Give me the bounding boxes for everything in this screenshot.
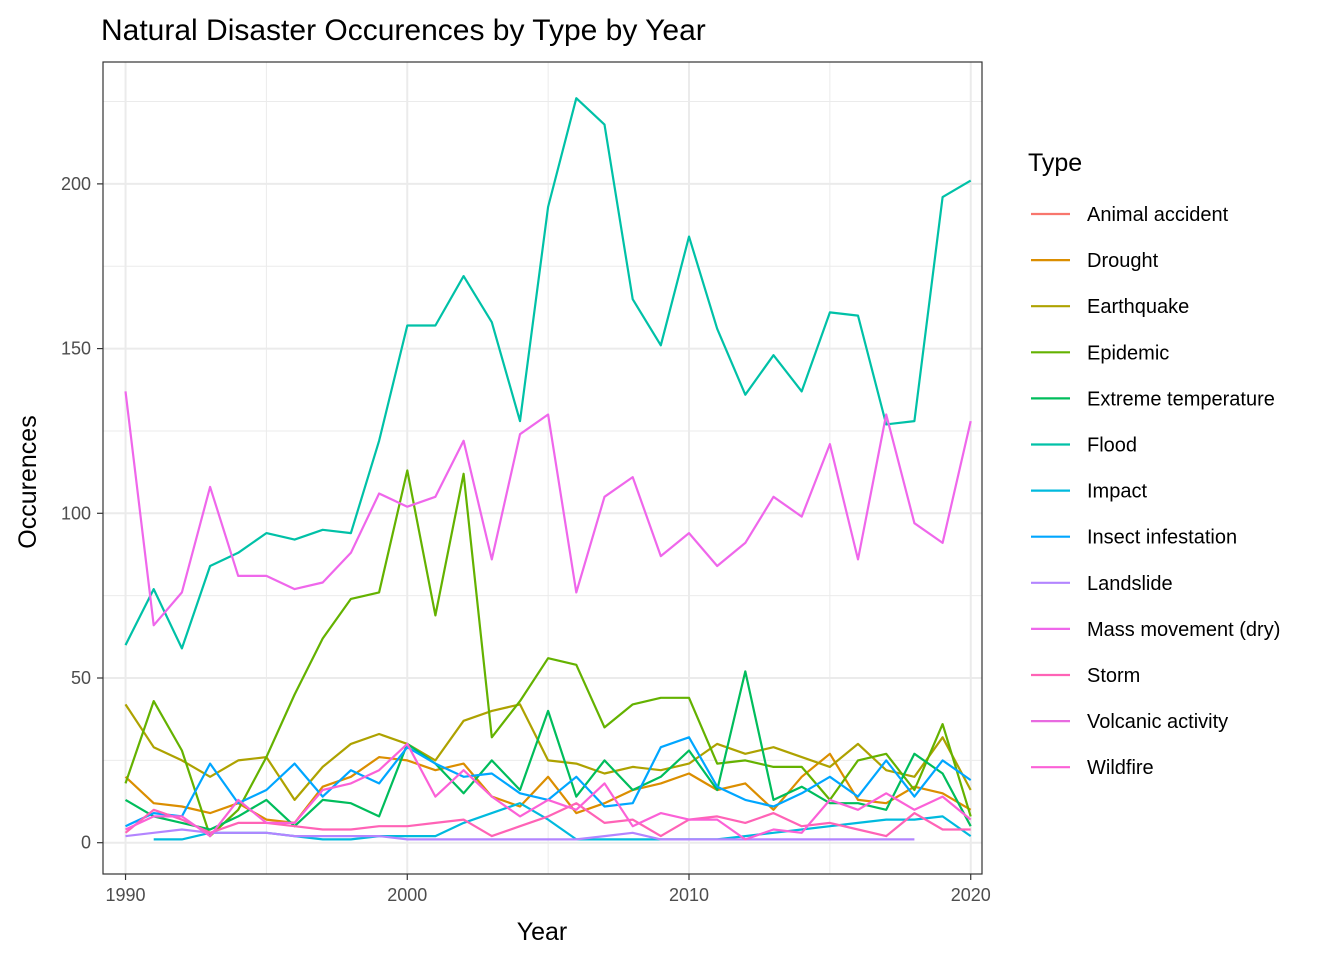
panel-border: [102, 61, 983, 875]
y-tick-label: 100: [61, 503, 91, 523]
y-tick-label: 150: [61, 339, 91, 359]
legend-item-drought: Drought: [1031, 250, 1159, 272]
x-tick-label: 2000: [387, 885, 427, 905]
y-axis-title: Occurences: [14, 415, 42, 548]
legend-item-earthquake: Earthquake: [1031, 296, 1189, 318]
x-axis: 1990 2000 2010 2020: [106, 874, 991, 905]
legend-item-wildfire: Wildfire: [1031, 757, 1154, 779]
series-line-wildfire: [125, 742, 972, 841]
legend-item-mass-movement-dry: Mass movement (dry): [1031, 619, 1280, 641]
series-line-landslide: [125, 828, 915, 841]
x-tick-label: 1990: [106, 885, 146, 905]
x-tick-label: 2020: [951, 885, 991, 905]
series-line-mass-movement-dry: [124, 391, 972, 627]
legend-label-mass-movement-dry: Mass movement (dry): [1087, 619, 1280, 641]
y-axis: 0 50 100 150 200: [61, 174, 103, 853]
legend-item-landslide: Landslide: [1031, 573, 1173, 595]
x-tick-label: 2010: [669, 885, 709, 905]
legend-label-earthquake: Earthquake: [1087, 296, 1189, 318]
y-tick-label: 50: [71, 668, 91, 688]
chart-title: Natural Disaster Occurences by Type by Y…: [101, 14, 706, 47]
legend-title: Type: [1028, 149, 1082, 177]
legend-label-animal-accident: Animal accident: [1087, 204, 1229, 226]
plot-panel: [102, 61, 983, 875]
legend-label-wildfire: Wildfire: [1087, 757, 1154, 779]
legend-item-insect-infestation: Insect infestation: [1031, 527, 1237, 549]
legend-items: Animal accident Drought Earthquake Epidemic…: [1031, 204, 1280, 779]
legend-label-drought: Drought: [1087, 250, 1159, 272]
series-line-extreme-temperature: [124, 670, 972, 831]
legend-item-epidemic: Epidemic: [1031, 342, 1169, 364]
legend-label-insect-infestation: Insect infestation: [1087, 527, 1237, 549]
legend-label-landslide: Landslide: [1087, 573, 1173, 595]
legend-item-flood: Flood: [1031, 435, 1137, 457]
legend-label-volcanic-activity: Volcanic activity: [1087, 711, 1228, 733]
legend-item-volcanic-activity: Volcanic activity: [1031, 711, 1228, 733]
y-tick-label: 200: [61, 174, 91, 194]
legend-item-extreme-temperature: Extreme temperature: [1031, 388, 1275, 410]
legend-item-impact: Impact: [1031, 481, 1147, 503]
grid-minor: [103, 62, 982, 874]
legend-item-animal-accident: Animal accident: [1031, 204, 1229, 226]
series-line-flood: [124, 97, 972, 650]
y-tick-label: 0: [81, 833, 91, 853]
legend: Type Animal accident Drought Earthquake Epi…: [1028, 149, 1280, 779]
series-lines: [124, 97, 972, 841]
x-axis-title: Year: [517, 918, 568, 946]
legend-label-extreme-temperature: Extreme temperature: [1087, 388, 1275, 410]
legend-label-impact: Impact: [1087, 481, 1147, 503]
legend-item-storm: Storm: [1031, 665, 1140, 687]
legend-label-flood: Flood: [1087, 435, 1137, 457]
legend-label-storm: Storm: [1087, 665, 1140, 687]
series-line-drought: [124, 752, 972, 825]
legend-label-epidemic: Epidemic: [1087, 342, 1169, 364]
